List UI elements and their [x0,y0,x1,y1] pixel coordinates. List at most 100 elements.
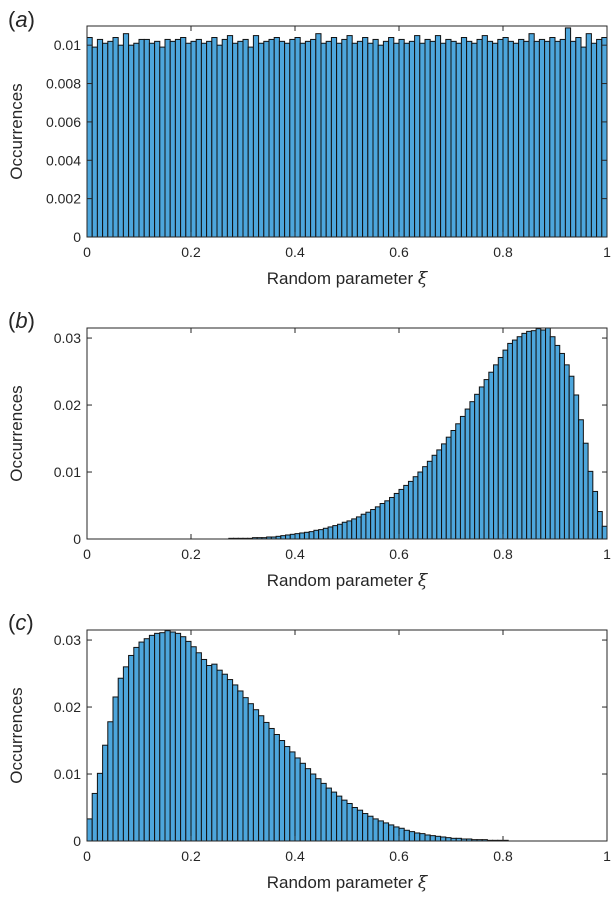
histogram-bar [403,42,410,238]
histogram-bar [455,42,462,238]
histogram-bar [247,703,254,842]
histogram-bar [568,375,575,540]
histogram-bar [355,516,362,540]
histogram-bar [232,42,239,238]
histogram-bar [431,454,438,540]
histogram-bar [346,520,353,540]
histogram-bar [492,42,499,238]
histogram-bar [310,773,317,842]
histogram-bar [268,727,275,842]
histogram-bar [403,484,409,540]
histogram-bar [526,330,532,540]
histogram-bar [549,37,556,238]
histogram-bar [362,813,369,842]
y-axis-label: Occurrences [7,83,26,179]
histogram-bar [258,42,265,238]
histogram-bar [138,641,145,842]
histogram-bar [476,38,483,238]
histogram-bar [107,721,114,842]
bars [86,630,509,842]
y-tick-label: 0.03 [54,632,81,648]
histogram-bar [372,38,379,238]
histogram-bar [102,42,109,238]
histogram-bar [573,394,580,540]
histogram-bar [419,42,426,238]
y-tick-label: 0.02 [54,699,81,715]
x-tick-label: 0.2 [181,244,201,260]
histogram-bar [460,37,468,238]
x-tick-label: 0.6 [389,848,409,864]
histogram-bar [540,329,547,540]
histogram-bar [434,835,442,842]
histogram-bar [412,476,419,540]
histogram-bar [582,442,589,540]
x-tick-label: 0.2 [181,546,201,562]
histogram-bar [337,523,343,540]
histogram-bar [206,665,213,842]
histogram-bar [388,37,395,238]
x-tick-label: 0 [83,244,91,260]
histogram-bar [211,663,218,842]
histogram-bar [294,757,301,842]
histogram-bar [408,40,416,238]
histogram-bar [351,42,358,238]
histogram-bar [221,38,228,238]
histogram-bar [315,778,322,842]
histogram-bar [325,40,332,238]
histogram-bar [580,46,587,238]
xi-symbol: ξ [418,571,429,591]
histogram-bar [483,379,490,540]
histogram-bar [232,684,239,842]
histogram-bar [164,630,171,842]
histogram-bar [424,834,431,842]
histogram-bar [117,677,124,842]
histogram-bar [429,835,436,842]
histogram-bar [434,35,442,238]
histogram-bar [226,35,234,238]
histogram-bar [180,37,187,238]
histogram-bar [327,526,334,540]
histogram-bar [393,492,400,540]
histogram-bar [559,352,565,540]
histogram-bar [313,529,320,540]
x-tick-label: 0.2 [181,848,201,864]
histogram-bar [429,40,436,238]
histogram-bar [159,46,166,238]
histogram-bar [206,40,213,238]
y-tick-label: 0 [73,229,81,245]
histogram-bar [341,38,348,238]
histogram-bar [336,795,343,842]
histogram-bar [294,533,301,540]
histogram-bar [545,327,551,540]
histogram-bar [102,744,109,842]
histogram-bar [278,740,286,842]
histogram-bar [169,631,176,842]
histogram-bar [424,38,431,238]
histogram-bar [133,646,140,842]
histogram-bar [362,37,369,238]
histogram-bar [407,480,414,540]
histogram-bar [374,506,381,540]
histogram-bar [263,40,270,238]
histogram-bar [408,831,416,842]
x-tick-label: 1 [603,546,611,562]
panel-label: (a) [8,7,35,32]
histogram-bar [122,33,130,238]
histogram-bar [320,782,327,842]
xi-symbol: ξ [418,269,429,289]
histogram-bar [154,632,161,842]
histogram-bar [138,38,145,238]
histogram-bar [174,38,182,238]
histogram-bar [341,799,348,842]
histogram-bar [478,386,485,540]
histogram-bar [455,423,461,540]
histogram-bar [481,35,488,238]
histogram-bar [318,529,324,540]
histogram-bar [148,634,156,842]
histogram-bar [332,525,339,540]
histogram-panel-a: 0 0.2 0.4 0.6 0.8 1 0 0.002 0.004 0.006 0.008 0.01 R… [7,7,611,289]
histogram-bar [303,531,310,540]
histogram-bar [393,42,400,238]
histogram-bar [330,37,338,238]
